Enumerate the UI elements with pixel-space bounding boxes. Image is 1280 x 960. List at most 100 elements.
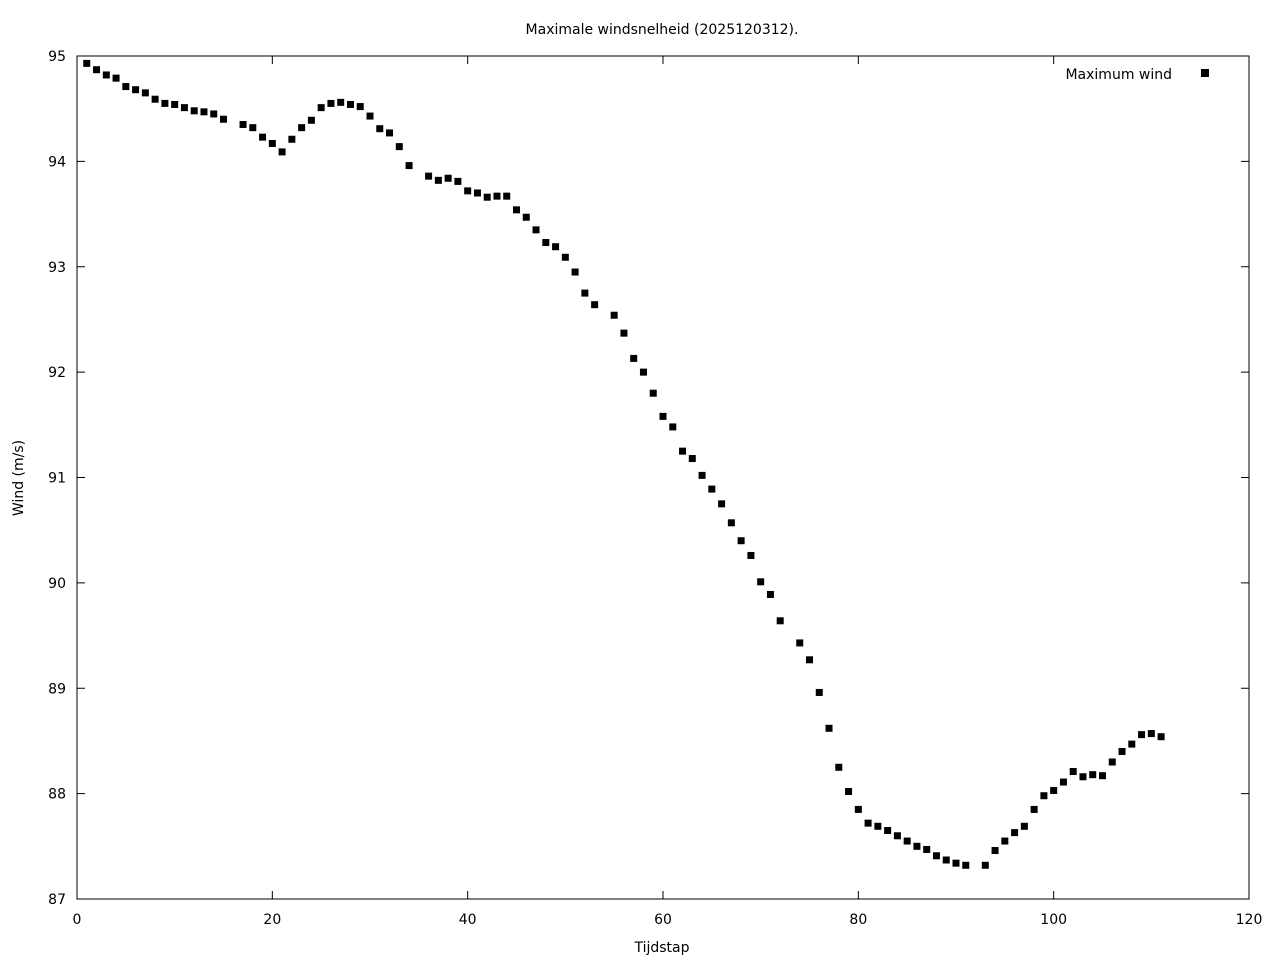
y-tick-label: 92 [48, 365, 66, 381]
data-point [180, 104, 188, 112]
data-point [513, 206, 520, 214]
data-point [591, 301, 599, 309]
x-axis-label: Tijdstap [633, 940, 689, 956]
data-point [659, 412, 667, 420]
data-point [132, 86, 140, 94]
data-points [83, 59, 1165, 869]
data-point [102, 71, 110, 79]
data-point [737, 537, 745, 545]
y-axis-label: Wind (m/s) [11, 440, 27, 516]
data-point [893, 832, 901, 840]
data-point [112, 74, 120, 82]
x-tick-label: 60 [654, 912, 672, 928]
data-point [991, 847, 999, 855]
data-point [747, 551, 755, 559]
y-tick-label: 88 [48, 787, 66, 803]
data-point [239, 120, 247, 128]
data-point [854, 805, 862, 813]
data-point [776, 617, 784, 625]
data-point [288, 135, 296, 143]
data-point [171, 100, 179, 108]
data-point [190, 107, 198, 115]
data-point [1089, 771, 1097, 779]
y-tick-label: 90 [48, 576, 66, 592]
data-point [161, 99, 169, 107]
data-point [317, 104, 325, 112]
data-point [1079, 773, 1087, 781]
data-point [249, 124, 257, 132]
data-point [806, 656, 813, 664]
data-point [679, 447, 687, 455]
data-point [376, 125, 384, 133]
data-point [884, 827, 892, 835]
data-point [503, 192, 511, 200]
data-point [210, 110, 218, 118]
y-tick-label: 87 [48, 892, 66, 908]
data-point [708, 485, 716, 493]
data-point [649, 389, 657, 397]
data-point [981, 861, 989, 869]
data-point [327, 99, 335, 107]
data-point [151, 95, 159, 103]
x-tick-label: 20 [263, 912, 281, 928]
data-point [122, 83, 130, 91]
data-point [835, 763, 843, 771]
x-tick-label: 0 [73, 912, 82, 928]
data-point [845, 788, 853, 796]
data-point [825, 724, 833, 732]
data-point [698, 471, 706, 479]
data-point [454, 177, 462, 185]
data-point [581, 289, 589, 297]
x-tick-label: 120 [1236, 912, 1263, 928]
data-point [1118, 747, 1126, 755]
data-point [1050, 786, 1058, 794]
data-point [268, 139, 276, 147]
data-point [522, 213, 530, 221]
data-point [386, 129, 394, 137]
data-point [1069, 767, 1077, 775]
data-point [571, 268, 579, 276]
y-tick-label: 89 [48, 681, 66, 697]
data-point [952, 859, 960, 867]
data-point [434, 176, 442, 184]
data-point [942, 856, 950, 864]
x-tick-label: 100 [1040, 912, 1067, 928]
data-point [1147, 730, 1155, 738]
data-point [93, 66, 101, 74]
y-tick-label: 95 [48, 49, 66, 65]
data-point [1108, 758, 1116, 766]
y-tick-label: 93 [48, 260, 66, 276]
data-point [864, 819, 872, 827]
data-point [1059, 778, 1067, 786]
data-point [962, 861, 970, 869]
data-point [83, 59, 91, 67]
axis-ticks [76, 55, 1250, 900]
y-tick-label: 94 [48, 154, 66, 170]
data-point [307, 116, 315, 124]
data-point [220, 115, 227, 123]
data-point [395, 143, 403, 151]
data-point [405, 162, 413, 170]
data-point [932, 852, 940, 860]
data-point [796, 639, 804, 647]
x-tick-label: 80 [849, 912, 867, 928]
data-point [552, 243, 560, 251]
data-point [766, 590, 774, 598]
data-point [1040, 792, 1048, 800]
data-point [561, 253, 569, 261]
data-point [493, 192, 501, 200]
data-point [913, 842, 921, 850]
data-point [473, 189, 481, 197]
data-point [259, 133, 267, 141]
data-point [444, 174, 452, 182]
legend-marker-maximum-wind [1201, 69, 1209, 77]
data-point [1099, 772, 1106, 780]
data-point [1001, 837, 1009, 845]
data-point [688, 455, 696, 463]
data-point [346, 100, 354, 108]
data-point [366, 112, 374, 120]
data-point [757, 578, 765, 586]
data-point [1138, 731, 1146, 739]
data-point [630, 354, 638, 362]
data-point [903, 837, 911, 845]
